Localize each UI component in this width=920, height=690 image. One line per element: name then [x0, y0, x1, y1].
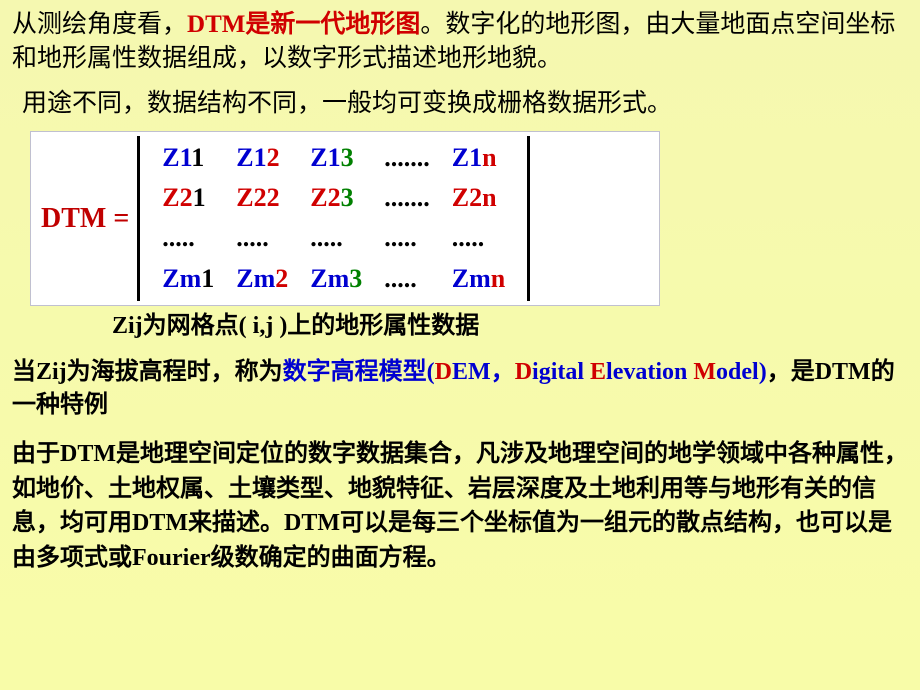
p3-D2: D	[515, 359, 532, 385]
p3-s1: 当Zij为海拔高程时，称为	[12, 359, 283, 385]
matrix-cell: Zmn	[452, 261, 505, 297]
matrix-cell: .....	[384, 220, 430, 256]
p3-D1: D	[435, 359, 452, 385]
p3-comma: ，	[491, 359, 515, 385]
zij-caption: Zij为网格点( i,j )上的地形属性数据	[112, 310, 908, 344]
paragraph-1: 从测绘角度看，DTM是新一代地形图。数字化的地形图，由大量地面点空间坐标和地形属…	[12, 8, 908, 76]
matrix-cell: Z23	[310, 180, 362, 216]
p1-s1: 从测绘角度看，	[12, 11, 187, 38]
p3-levation: levation	[606, 359, 693, 385]
matrix-label: DTM =	[41, 199, 129, 238]
p1-highlight: DTM是新一代地形图	[187, 11, 420, 38]
paragraph-3: 当Zij为海拔高程时，称为数字高程模型(DEM， Digital Elevati…	[12, 356, 908, 423]
matrix-cell: Z11	[162, 140, 214, 176]
matrix-cell: Z21	[162, 180, 214, 216]
p3-odel: odel)	[716, 359, 767, 385]
matrix-grid: Z11 Z12 Z13....... Z1n Z21 Z22 Z23....... Z2n..…	[140, 136, 527, 302]
matrix-cell: Z22	[236, 180, 288, 216]
matrix-cell: Zm2	[236, 261, 288, 297]
matrix-cell: .....	[310, 220, 362, 256]
matrix-row: Z11 Z12 Z13....... Z1n	[162, 140, 505, 176]
matrix-cell: Z1n	[452, 140, 505, 176]
paragraph-4: 由于DTM是地理空间定位的数字数据集合，凡涉及地理空间的地学领域中各种属性，如地…	[12, 437, 908, 576]
matrix-row: Zm1 Zm2 Zm3..... Zmn	[162, 261, 505, 297]
p3-E: E	[590, 359, 606, 385]
matrix-cell: Z12	[236, 140, 288, 176]
p3-term: 数字高程模型(	[283, 359, 435, 385]
p3-igital: igital	[532, 359, 590, 385]
matrix-cell: .......	[384, 140, 430, 176]
matrix-cell: .....	[384, 261, 430, 297]
matrix-equation: DTM = Z11 Z12 Z13....... Z1n Z21 Z22 Z23......…	[30, 131, 660, 307]
matrix-cell: .......	[384, 180, 430, 216]
p3-M: M	[693, 359, 716, 385]
matrix-row: .........................	[162, 220, 505, 256]
matrix-bracket-right	[527, 136, 530, 302]
matrix-cell: Zm3	[310, 261, 362, 297]
matrix-cell: .....	[452, 220, 505, 256]
matrix-cell: Z2n	[452, 180, 505, 216]
p3-EM: EM	[452, 359, 491, 385]
matrix-cell: Zm1	[162, 261, 214, 297]
matrix-row: Z21 Z22 Z23....... Z2n	[162, 180, 505, 216]
matrix-cell: .....	[162, 220, 214, 256]
matrix-cell: Z13	[310, 140, 362, 176]
paragraph-2: 用途不同，数据结构不同，一般均可变换成栅格数据形式。	[22, 86, 908, 121]
matrix-cell: .....	[236, 220, 288, 256]
